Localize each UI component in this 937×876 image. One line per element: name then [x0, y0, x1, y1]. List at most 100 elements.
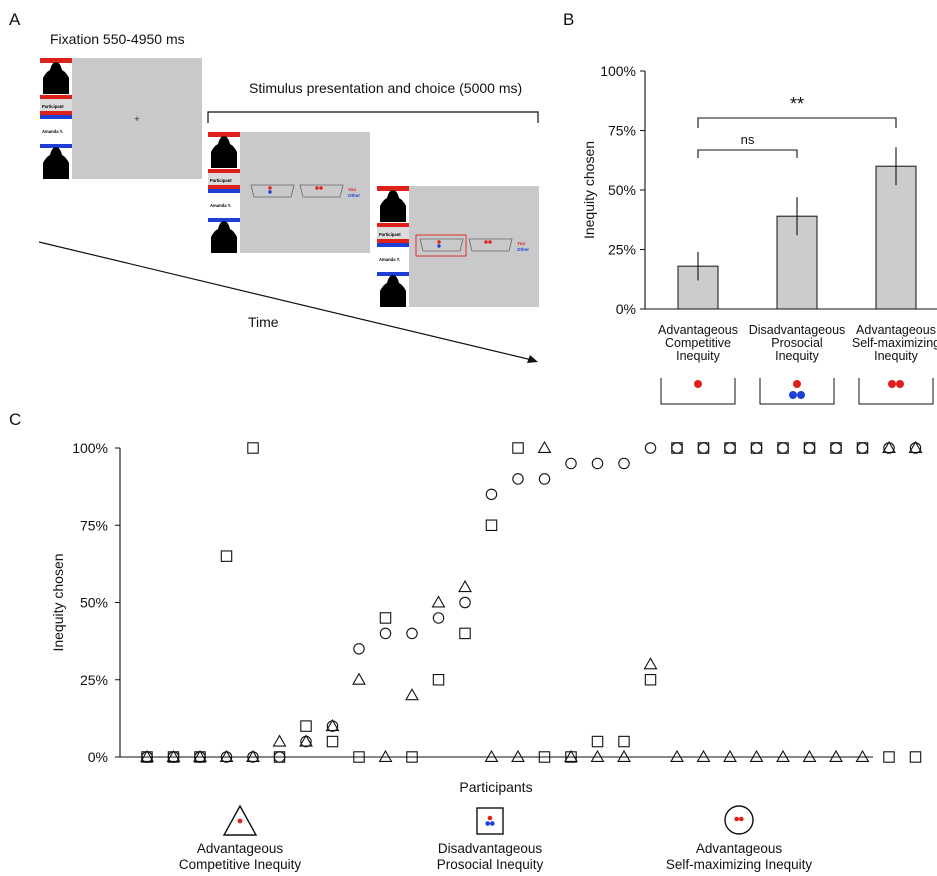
b-bar [875, 165, 917, 310]
legend-square-icon [476, 807, 504, 835]
legend-other-coin [490, 821, 495, 826]
c-point-circle [671, 442, 683, 454]
c-point-triangle [272, 734, 287, 747]
you-label: You [517, 241, 525, 246]
stimulus-screen: You Other Participant Amanda Y. [208, 132, 370, 253]
b-category-label: Prosocial [771, 336, 822, 350]
b-category-label: Self-maximizing [852, 336, 937, 350]
c-y-tick-label: 25% [80, 672, 108, 688]
c-point-triangle [749, 749, 764, 763]
fixation-screen-bg [72, 58, 202, 179]
c-point-triangle [802, 749, 817, 763]
c-point-circle [909, 442, 922, 454]
legend-label: Self-maximizing Inequity [666, 857, 813, 872]
c-point-square [883, 751, 895, 763]
you-label: You [348, 187, 356, 192]
c-point-circle [406, 627, 418, 640]
c-point-square [432, 673, 445, 686]
legend-label: Prosocial Inequity [437, 857, 544, 872]
b-option-icon-box [759, 378, 835, 405]
c-point-circle [644, 442, 657, 454]
c-point-circle [247, 751, 259, 763]
b-category-label: Inequity [676, 349, 721, 363]
b-y-tick-label: 50% [608, 182, 636, 198]
choice-screen-bg [409, 186, 539, 307]
c-point-circle [777, 442, 789, 454]
legend-self-coin [237, 818, 243, 824]
c-x-axis-label: Participants [459, 779, 532, 795]
b-category-label: Disadvantageous [749, 323, 846, 337]
legend-self-coin [734, 816, 739, 822]
c-point-square [406, 751, 418, 763]
c-point-circle [326, 720, 339, 732]
fixation-cross: + [134, 114, 139, 124]
b-y-tick-label: 0% [616, 301, 636, 317]
c-point-circle [803, 442, 816, 454]
legend-label: Advantageous [197, 841, 284, 856]
c-point-triangle [193, 749, 207, 763]
c-point-triangle [564, 749, 578, 763]
b-self-coin [694, 380, 702, 388]
c-point-square [220, 550, 233, 562]
c-point-triangle [246, 749, 260, 763]
c-point-circle [618, 457, 630, 470]
b-category-label: Competitive [665, 336, 731, 350]
c-point-circle [141, 751, 153, 763]
panel-c-letter: C [9, 410, 21, 429]
stimulus-bracket [207, 111, 539, 123]
b-category-label: Inequity [874, 349, 919, 363]
other-label: Other [348, 193, 360, 198]
c-point-circle [856, 442, 869, 454]
b-category-label: Advantageous [658, 323, 738, 337]
fixation-screen-sidebar: Participant Amanda Y. [40, 58, 72, 179]
legend-other-coin [485, 821, 491, 826]
participant-label: Participant [379, 232, 401, 237]
c-point-square [379, 612, 392, 624]
c-point-square [644, 673, 657, 686]
c-point-square [591, 735, 604, 748]
c-point-triangle [829, 749, 843, 763]
c-point-square [618, 735, 630, 748]
c-point-triangle [352, 672, 366, 685]
b-other-coin [797, 391, 805, 399]
partner-label: Amanda Y. [210, 203, 231, 208]
b-y-tick-label: 25% [608, 242, 636, 258]
time-label: Time [248, 314, 279, 330]
legend-label: Disadvantageous [438, 841, 543, 856]
c-point-circle [220, 751, 233, 763]
c-point-triangle [405, 688, 419, 701]
c-point-circle [300, 735, 312, 748]
stimulus-screen-bg [240, 132, 370, 253]
c-point-square [538, 751, 551, 763]
c-point-triangle [299, 734, 313, 747]
c-point-circle [565, 457, 577, 470]
c-point-circle [750, 442, 763, 454]
c-point-circle [379, 627, 392, 640]
c-point-triangle [166, 749, 181, 763]
b-category-label: Advantageous [856, 323, 936, 337]
panel-b-letter: B [563, 10, 574, 29]
c-point-square [909, 751, 922, 763]
c-point-circle [724, 442, 736, 454]
c-point-circle [591, 457, 604, 470]
panel-c-scatter-chart: 0% 25% 50% 75% 100% Inequity chosen Participan… [50, 440, 923, 872]
c-point-triangle [696, 749, 711, 763]
c-point-triangle [484, 749, 499, 763]
b-y-axis-label: Inequity chosen [581, 141, 597, 239]
choice-screen: You Other Participant Amanda Y. [377, 186, 539, 307]
c-point-circle [167, 751, 180, 763]
c-y-tick-label: 50% [80, 595, 108, 611]
c-point-square [247, 442, 259, 454]
b-y-tick-label: 75% [608, 123, 636, 139]
option-right [468, 238, 513, 252]
c-point-triangle [511, 749, 525, 763]
b-option-icon-box [858, 378, 934, 405]
partner-label: Amanda Y. [42, 129, 63, 134]
participant-label: Participant [210, 178, 232, 183]
c-point-square [459, 627, 471, 640]
c-point-triangle [643, 657, 658, 670]
c-y-tick-label: 0% [88, 749, 108, 765]
option-left [419, 238, 464, 252]
legend-circle-icon [724, 805, 754, 835]
legend-label: Competitive Inequity [179, 857, 302, 872]
